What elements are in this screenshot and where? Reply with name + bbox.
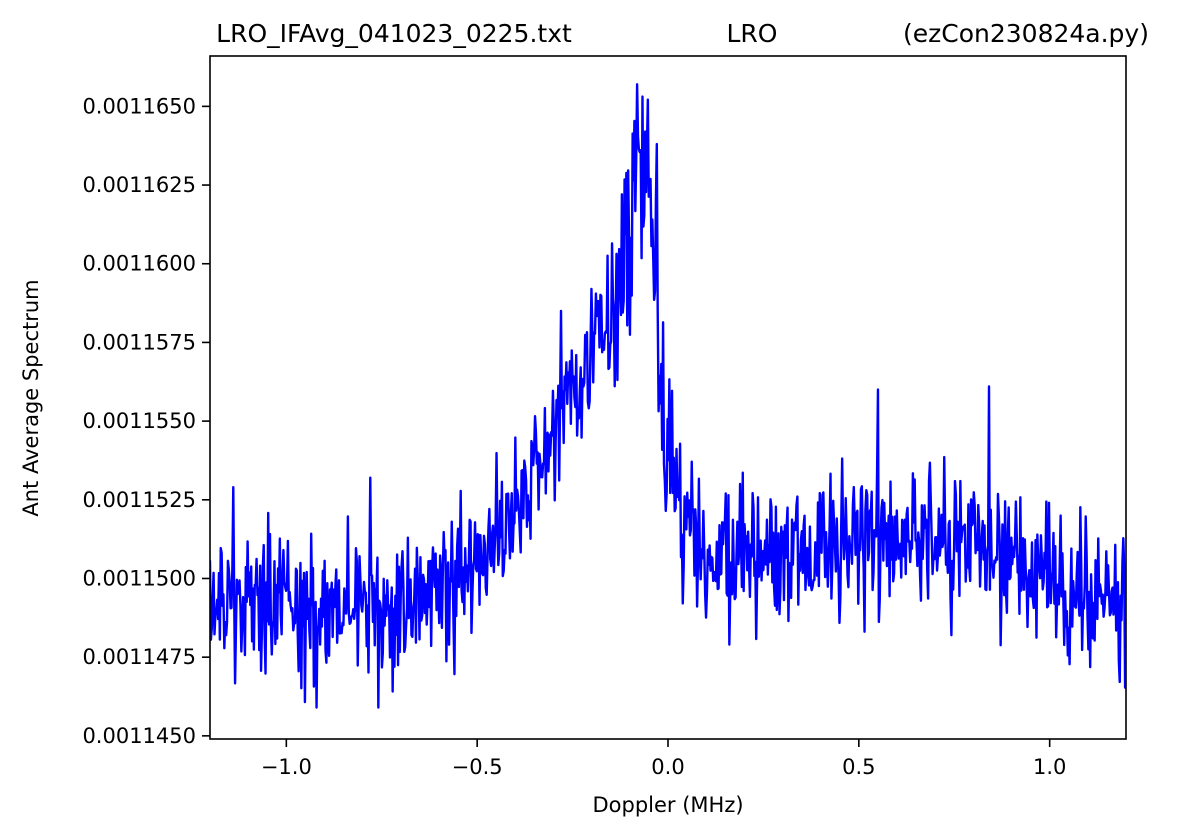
series-layer [210,83,1126,709]
x-tick-label: 0.0 [651,755,684,779]
y-axis-label: Ant Average Spectrum [19,279,43,516]
y-tick-label: 0.0011525 [82,488,196,512]
x-tick-label: −1.0 [261,755,312,779]
x-tick-label: 1.0 [1033,755,1066,779]
y-tick-label: 0.0011650 [82,94,196,118]
x-tick-label: 0.5 [842,755,875,779]
y-tick-label: 0.0011450 [82,724,196,748]
y-tick-label: 0.0011475 [82,645,196,669]
x-axis-label: Doppler (MHz) [592,793,743,817]
chart-title-right: (ezCon230824a.py) [903,19,1149,48]
y-axis: 0.0011450 0.0011475 0.0011500 0.0011525 0.00… [82,94,210,748]
y-tick-label: 0.0011600 [82,252,196,276]
y-tick-label: 0.0011625 [82,173,196,197]
y-tick-label: 0.0011500 [82,566,196,590]
chart-title-center: LRO [727,19,778,48]
chart-title-left: LRO_IFAvg_041023_0225.txt [216,19,572,48]
x-tick-label: −0.5 [452,755,503,779]
x-axis: −1.0 −0.5 0.0 0.5 1.0 [261,739,1066,779]
y-tick-label: 0.0011550 [82,409,196,433]
series-line [210,83,1126,709]
y-tick-label: 0.0011575 [82,330,196,354]
